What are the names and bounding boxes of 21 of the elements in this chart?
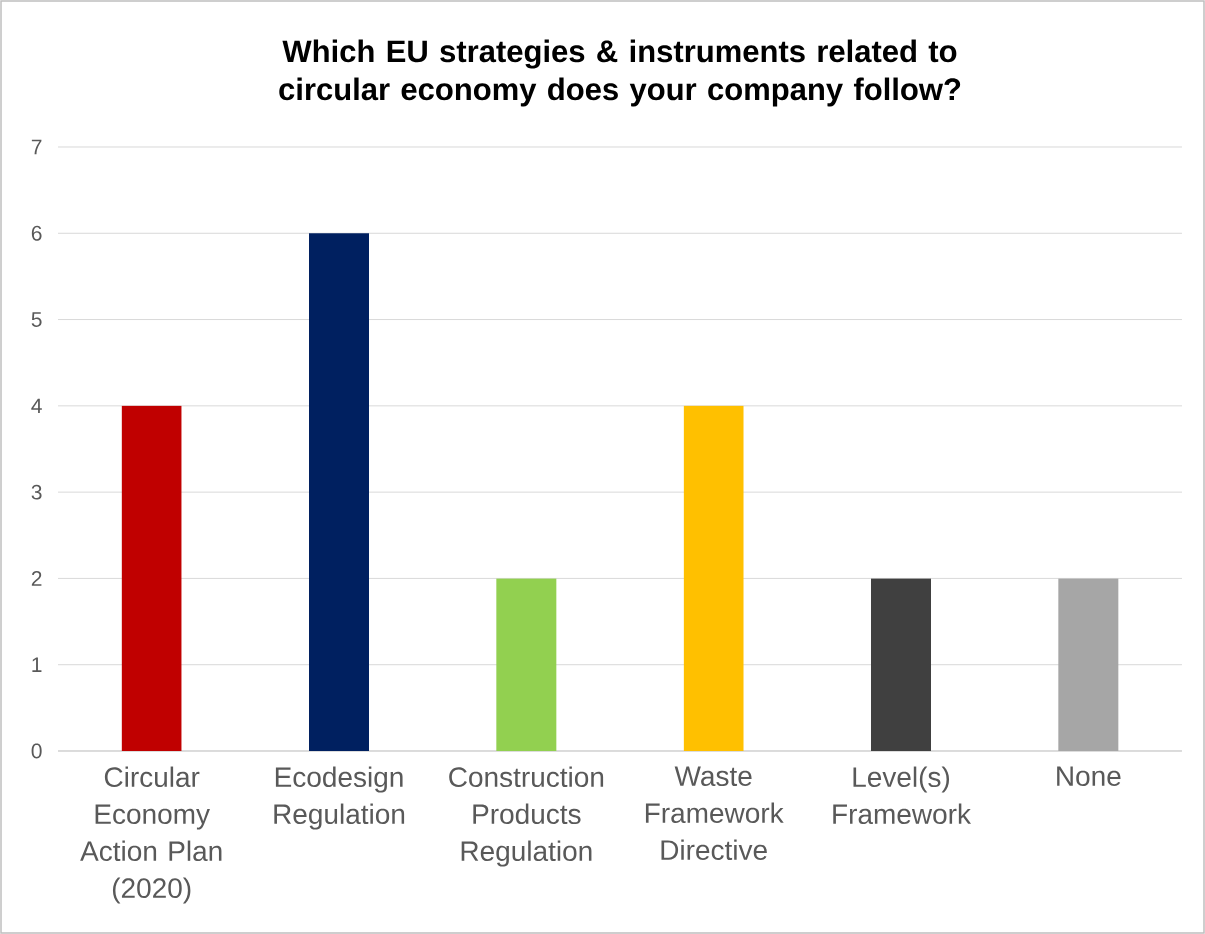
y-tick-label: 3: [31, 484, 42, 500]
bar: [496, 578, 557, 751]
x-tick-label: Ecodesign Regulation: [274, 766, 405, 830]
x-tick-label: Level(s) Framework: [833, 766, 972, 825]
y-tick-label: 1: [32, 657, 42, 672]
x-tick-label: Circular Economy Action Plan (2020): [80, 766, 222, 904]
chart-title: Which EU strategies & instruments related to circular economy does your company follow?: [279, 39, 961, 107]
x-tick-label: Waste Framework Directive: [645, 766, 784, 861]
x-tick-label: Construction Products Regulation: [449, 766, 604, 867]
bar: [121, 405, 182, 751]
bar: [309, 233, 370, 751]
y-tick-label: 0: [31, 743, 42, 759]
bar: [1058, 578, 1119, 751]
bar: [871, 578, 931, 751]
y-tick-label: 4: [31, 398, 42, 414]
y-tick-label: 5: [31, 312, 42, 327]
y-tick-label: 6: [31, 225, 42, 241]
y-tick-label: 7: [31, 139, 42, 155]
y-tick-label: 2: [31, 571, 42, 586]
x-tick-label: None: [1057, 766, 1121, 787]
bar: [683, 405, 744, 751]
